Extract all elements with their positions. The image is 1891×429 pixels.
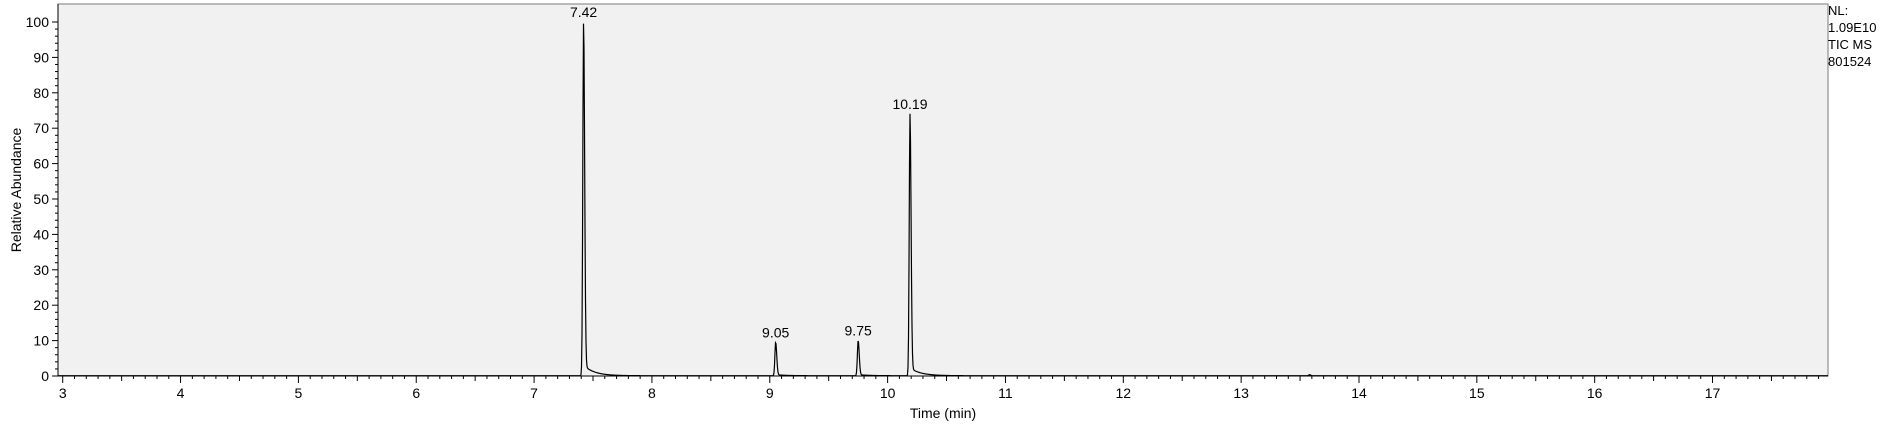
peak-label: 10.19: [892, 96, 927, 112]
y-tick-label: 10: [33, 333, 49, 349]
x-tick-label: 9: [766, 385, 774, 401]
y-tick-label: 50: [33, 191, 49, 207]
x-tick-label: 16: [1587, 385, 1603, 401]
plot-area: [57, 3, 1829, 377]
peak-label: 9.75: [845, 323, 872, 339]
x-axis: 3 4 5 6 7 8 9 10 11 12 13 14 15 16 17: [58, 375, 1828, 401]
info-panel: NL: 1.09E10 TIC MS 801524: [1828, 2, 1876, 70]
x-tick-label: 11: [998, 385, 1013, 401]
y-tick-label: 70: [33, 120, 49, 136]
tic-trace-line: [58, 23, 1828, 377]
x-tick-label: 17: [1705, 385, 1721, 401]
x-tick-label: 8: [648, 385, 656, 401]
x-tick-label: 14: [1351, 385, 1367, 401]
y-tick-label: 40: [33, 226, 49, 242]
peak-label: 7.42: [570, 4, 597, 20]
normalization-level-label: NL:: [1828, 3, 1849, 18]
trace-type: TIC MS: [1828, 37, 1873, 52]
x-tick-label: 5: [295, 385, 303, 401]
x-tick-label: 10: [880, 385, 896, 401]
x-tick-label: 4: [177, 385, 185, 401]
y-tick-label: 0: [41, 368, 49, 384]
sample-id: 801524: [1828, 54, 1872, 69]
y-tick-label: 100: [26, 14, 50, 30]
y-tick-label: 80: [33, 85, 49, 101]
y-tick-label: 90: [33, 49, 49, 65]
x-axis-title: Time (min): [910, 405, 976, 421]
normalization-level-value: 1.09E10: [1828, 20, 1877, 35]
x-tick-label: 12: [1116, 385, 1132, 401]
y-tick-label: 60: [33, 156, 49, 172]
x-tick-label: 15: [1469, 385, 1485, 401]
x-tick-label: 6: [412, 385, 420, 401]
x-tick-label: 3: [59, 385, 67, 401]
peak-labels: 7.42 9.05 9.75 10.19: [570, 4, 928, 340]
peak-label: 9.05: [762, 324, 789, 340]
y-tick-label: 30: [33, 262, 49, 278]
y-tick-label: 20: [33, 297, 49, 313]
y-axis: 0 10 20 30 40 50 60 70 80 90 100: [26, 4, 59, 384]
y-axis-title: Relative Abundance: [8, 128, 24, 253]
x-tick-label: 13: [1233, 385, 1249, 401]
x-tick-label: 7: [530, 385, 538, 401]
